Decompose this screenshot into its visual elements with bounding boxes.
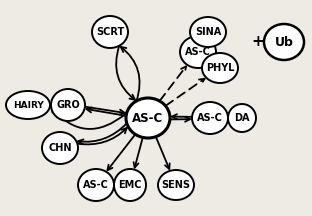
Text: HAIRY: HAIRY [12,100,43,110]
Ellipse shape [92,16,128,48]
Ellipse shape [42,132,78,164]
Text: AS-C: AS-C [197,113,223,123]
Text: +: + [251,35,264,49]
Text: CHN: CHN [48,143,72,153]
Text: EMC: EMC [118,180,142,190]
Ellipse shape [78,169,114,201]
Ellipse shape [51,89,85,121]
Text: DA: DA [234,113,250,123]
Text: Ub: Ub [275,35,294,49]
Text: AS-C: AS-C [132,111,163,124]
Ellipse shape [264,24,304,60]
Text: SINA: SINA [195,27,221,37]
Ellipse shape [190,17,226,47]
Ellipse shape [114,169,146,201]
Ellipse shape [228,104,256,132]
Ellipse shape [192,102,228,134]
Ellipse shape [6,91,50,119]
Ellipse shape [158,170,194,200]
Text: AS-C: AS-C [83,180,109,190]
Text: SENS: SENS [162,180,191,190]
Ellipse shape [126,98,170,138]
Text: GRO: GRO [56,100,80,110]
Ellipse shape [202,53,238,83]
Text: AS-C: AS-C [185,47,211,57]
Text: SCRT: SCRT [96,27,124,37]
Text: PHYL: PHYL [206,63,234,73]
Ellipse shape [180,36,216,68]
